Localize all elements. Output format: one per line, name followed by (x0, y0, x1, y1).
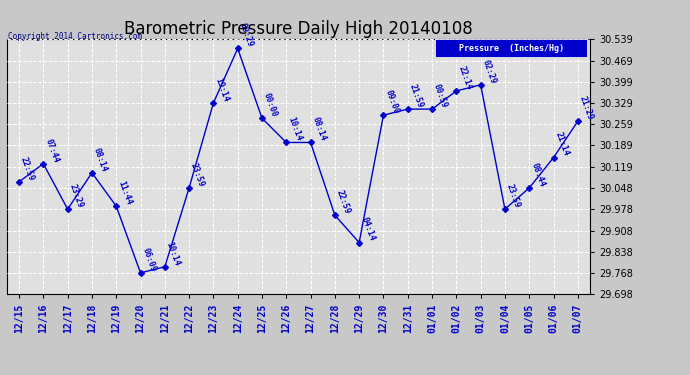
Text: 11:44: 11:44 (116, 180, 133, 206)
Text: 21:29: 21:29 (578, 94, 595, 121)
Text: 21:59: 21:59 (408, 82, 425, 109)
Text: 10:14: 10:14 (286, 116, 304, 142)
Text: Pressure  (Inches/Hg): Pressure (Inches/Hg) (459, 44, 564, 53)
Text: 04:14: 04:14 (359, 216, 376, 243)
Text: 07:44: 07:44 (43, 137, 60, 164)
Text: 06:09: 06:09 (141, 246, 157, 273)
Text: 22:59: 22:59 (19, 155, 36, 182)
Text: 08:14: 08:14 (92, 146, 109, 173)
Text: 00:59: 00:59 (432, 82, 449, 109)
Text: 19:14: 19:14 (213, 76, 230, 103)
Text: 08:44: 08:44 (529, 161, 546, 188)
Text: 02:29: 02:29 (481, 58, 497, 85)
Text: 23:59: 23:59 (505, 183, 522, 209)
Text: 23:59: 23:59 (189, 161, 206, 188)
Bar (435, 39, 587, 57)
Text: 08:14: 08:14 (310, 116, 328, 142)
Text: 09:29: 09:29 (237, 22, 255, 48)
Text: 09:00: 09:00 (384, 88, 400, 115)
Text: 21:14: 21:14 (553, 131, 571, 158)
Text: 22:59: 22:59 (335, 189, 352, 215)
Text: Copyright 2014 Cartronics.com: Copyright 2014 Cartronics.com (8, 32, 142, 41)
Title: Barometric Pressure Daily High 20140108: Barometric Pressure Daily High 20140108 (124, 20, 473, 38)
Text: 10:14: 10:14 (165, 240, 182, 267)
Text: 22:14: 22:14 (456, 64, 473, 91)
Text: 23:29: 23:29 (68, 183, 85, 209)
Text: 00:00: 00:00 (262, 92, 279, 118)
